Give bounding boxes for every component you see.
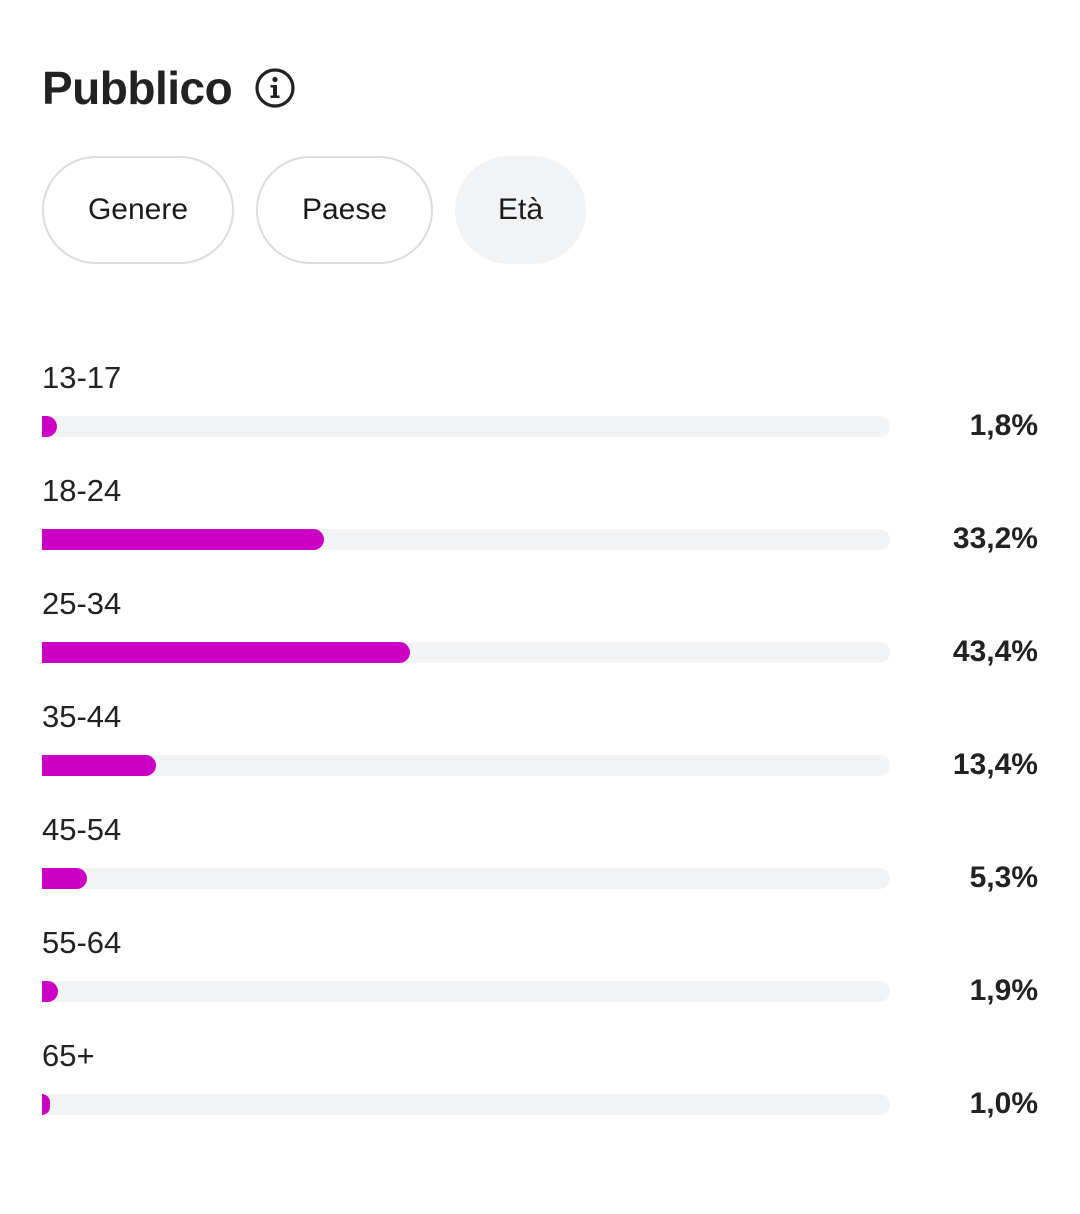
bar-track <box>42 981 890 1002</box>
age-range-label: 35-44 <box>42 699 122 734</box>
chart-row: 35-44 13,4% <box>42 693 1038 806</box>
bar-track <box>42 1094 890 1115</box>
chart-row: 25-34 43,4% <box>42 580 1038 693</box>
bar-fill <box>42 981 59 1002</box>
section-header: Pubblico <box>42 58 296 118</box>
percentage-value: 5,3% <box>969 861 1038 894</box>
tab-paese[interactable]: Paese <box>256 156 433 264</box>
age-distribution-chart: 13-17 1,8% 18-24 33,2% 25-34 43,4% 35-44… <box>42 354 1038 1145</box>
tab-label: Età <box>497 193 544 226</box>
bar-fill <box>42 1094 51 1115</box>
tab-label: Paese <box>301 193 388 226</box>
bar-fill <box>42 868 87 889</box>
percentage-value: 1,8% <box>969 409 1038 442</box>
bar-fill <box>42 416 58 437</box>
bar-track <box>42 868 890 889</box>
chart-row: 13-17 1,8% <box>42 354 1038 467</box>
audience-tabs: Genere Paese Età <box>42 156 586 264</box>
tab-genere[interactable]: Genere <box>42 156 234 264</box>
percentage-value: 43,4% <box>952 635 1038 668</box>
bar-fill <box>42 755 156 776</box>
percentage-value: 33,2% <box>952 522 1038 555</box>
chart-row: 18-24 33,2% <box>42 467 1038 580</box>
bar-track <box>42 755 890 776</box>
age-range-label: 25-34 <box>42 586 122 621</box>
chart-row: 65+ 1,0% <box>42 1032 1038 1145</box>
age-range-label: 13-17 <box>42 360 122 395</box>
tab-label: Genere <box>87 193 189 226</box>
percentage-value: 1,0% <box>969 1087 1038 1120</box>
chart-row: 45-54 5,3% <box>42 806 1038 919</box>
age-range-label: 65+ <box>42 1038 95 1073</box>
bar-track <box>42 416 890 437</box>
page-title: Pubblico <box>42 62 233 114</box>
percentage-value: 13,4% <box>952 748 1038 781</box>
percentage-value: 1,9% <box>969 974 1038 1007</box>
tab-eta[interactable]: Età <box>455 156 586 264</box>
bar-fill <box>42 642 411 663</box>
age-range-label: 18-24 <box>42 473 122 508</box>
chart-row: 55-64 1,9% <box>42 919 1038 1032</box>
age-range-label: 45-54 <box>42 812 122 847</box>
bar-track <box>42 529 890 550</box>
bar-fill <box>42 529 324 550</box>
info-icon[interactable] <box>254 67 296 109</box>
bar-track <box>42 642 890 663</box>
age-range-label: 55-64 <box>42 925 122 960</box>
